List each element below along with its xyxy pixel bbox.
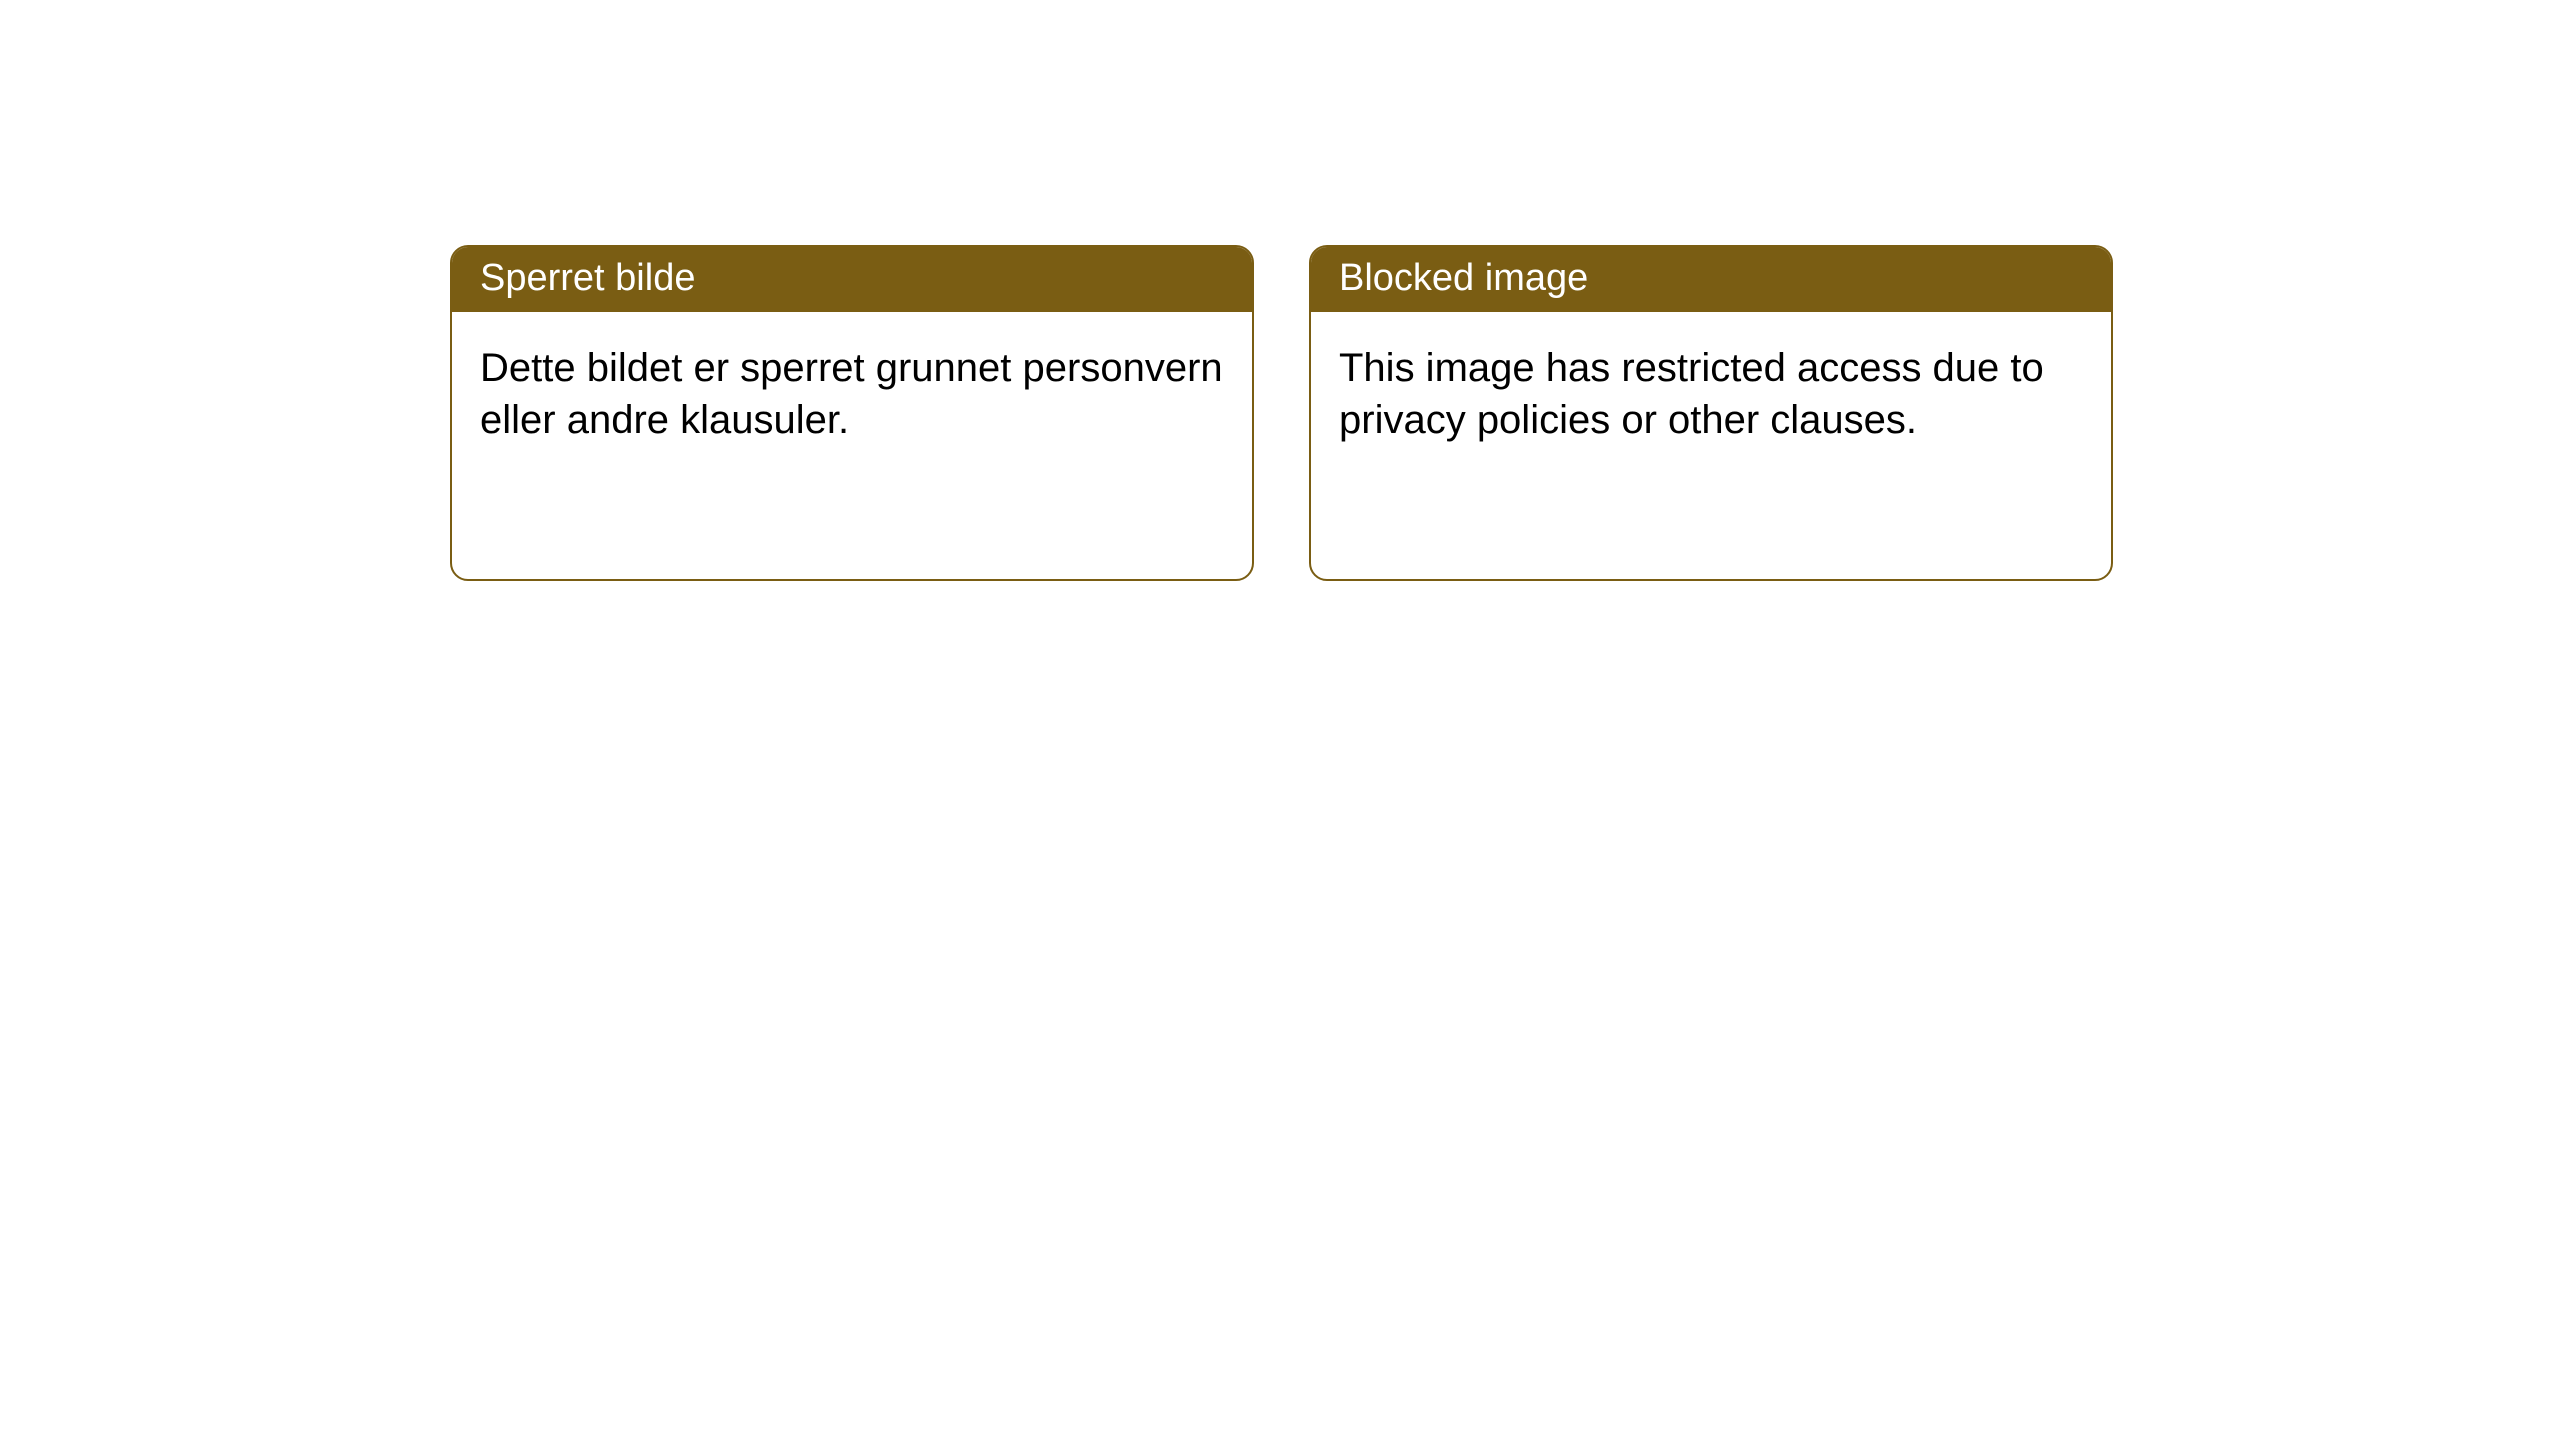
notice-container: Sperret bilde Dette bildet er sperret gr… [450, 245, 2113, 581]
notice-message: This image has restricted access due to … [1339, 346, 2044, 442]
notice-card-english: Blocked image This image has restricted … [1309, 245, 2113, 581]
notice-header: Blocked image [1311, 247, 2111, 312]
notice-title: Sperret bilde [480, 257, 695, 299]
notice-body: This image has restricted access due to … [1311, 312, 2111, 476]
notice-body: Dette bildet er sperret grunnet personve… [452, 312, 1252, 476]
notice-message: Dette bildet er sperret grunnet personve… [480, 346, 1223, 442]
notice-card-norwegian: Sperret bilde Dette bildet er sperret gr… [450, 245, 1254, 581]
notice-header: Sperret bilde [452, 247, 1252, 312]
notice-title: Blocked image [1339, 257, 1588, 299]
